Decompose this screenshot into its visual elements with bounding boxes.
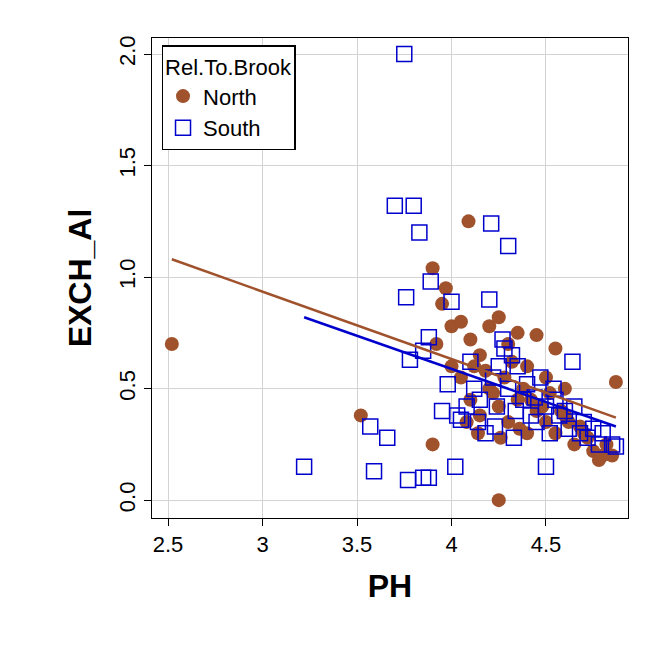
svg-text:4: 4 xyxy=(445,532,457,557)
svg-text:North: North xyxy=(203,85,257,110)
svg-text:Rel.To.Brook: Rel.To.Brook xyxy=(165,55,292,80)
svg-text:EXCH_Al: EXCH_Al xyxy=(62,209,98,348)
svg-text:3: 3 xyxy=(256,532,268,557)
svg-text:2.0: 2.0 xyxy=(115,35,140,66)
svg-text:4.5: 4.5 xyxy=(531,532,562,557)
svg-text:South: South xyxy=(203,116,261,141)
svg-text:1.0: 1.0 xyxy=(115,259,140,290)
svg-text:0.5: 0.5 xyxy=(115,370,140,401)
svg-text:2.5: 2.5 xyxy=(153,532,184,557)
svg-text:1.5: 1.5 xyxy=(115,147,140,178)
svg-text:3.5: 3.5 xyxy=(342,532,373,557)
svg-text:PH: PH xyxy=(368,568,412,604)
svg-text:0.0: 0.0 xyxy=(115,482,140,513)
